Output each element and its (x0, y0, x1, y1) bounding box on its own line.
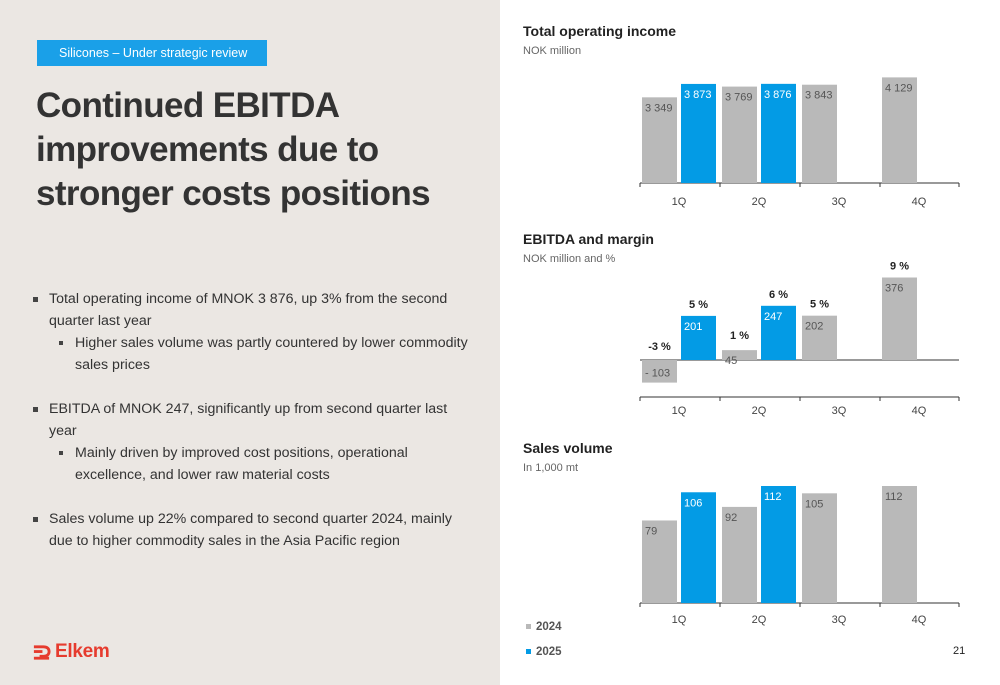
bar-2025 (681, 492, 716, 603)
data-label: 106 (684, 497, 702, 509)
slide-headline: Continued EBITDA improvements due to str… (36, 86, 431, 213)
data-label: 3 769 (725, 92, 753, 104)
data-label: - 103 (645, 368, 670, 380)
left-panel: Silicones – Under strategic review Conti… (0, 0, 500, 685)
data-label: 247 (764, 311, 782, 323)
page-number: 21 (953, 645, 966, 657)
bullet-text: EBITDA of MNOK 247, significantly up fro… (49, 401, 448, 439)
elkem-logo: Elkem (32, 641, 110, 663)
chart-title-ebitda: EBITDA and margin (523, 231, 654, 247)
bar-2024 (802, 493, 837, 603)
chart-title-sales-volume: Sales volume (523, 440, 613, 456)
chart-subtitle-sales-volume: In 1,000 mt (523, 462, 579, 474)
bullet-item: Sales volume up 22% compared to second q… (32, 509, 472, 552)
chart-subtitle-operating-income: NOK million (523, 45, 582, 57)
bullet-text: Sales volume up 22% compared to second q… (49, 511, 452, 549)
legend-item-2025: 2025 (526, 639, 562, 664)
legend-item-2024: 2024 (526, 614, 562, 639)
x-tick-label: 4Q (912, 196, 927, 208)
logo-wordmark: Elkem (55, 641, 110, 662)
chart-legend: 2024 2025 (526, 614, 562, 664)
margin-label: 6 % (769, 289, 788, 301)
data-label: 92 (725, 512, 737, 524)
bar-2024 (642, 360, 677, 383)
data-label: 4 129 (885, 82, 913, 94)
data-label: 202 (805, 321, 823, 333)
bar-2025 (761, 305, 796, 360)
x-tick-label: 4Q (912, 614, 927, 626)
legend-swatch-2024 (526, 624, 531, 629)
x-tick-label: 3Q (832, 405, 847, 417)
data-label: 3 876 (764, 89, 792, 101)
bullet-item: Total operating income of MNOK 3 876, up… (32, 289, 472, 376)
sub-bullet-item: Higher sales volume was partly countered… (49, 333, 472, 376)
x-tick-label: 1Q (672, 614, 687, 626)
bar-2024 (802, 84, 837, 183)
x-tick-label: 3Q (832, 614, 847, 626)
legend-swatch-2025 (526, 649, 531, 654)
bar-2025 (761, 486, 796, 603)
x-tick-label: 2Q (752, 405, 767, 417)
bullet-list: Sales volume up 22% compared to second q… (32, 509, 472, 552)
section-tag: Silicones – Under strategic review (37, 40, 268, 66)
bar-2024 (722, 86, 757, 183)
data-label: 45 (725, 355, 737, 367)
data-label: 105 (805, 498, 823, 510)
x-tick-label: 1Q (672, 196, 687, 208)
chart-subtitle-ebitda: NOK million and % (523, 253, 616, 265)
bar-2024 (722, 506, 757, 603)
data-label: 3 349 (645, 102, 673, 114)
elkem-logo-icon (33, 644, 51, 660)
legend-label-2025: 2025 (536, 645, 562, 658)
bar-2025 (761, 83, 796, 183)
chart-title-operating-income: Total operating income (523, 23, 676, 39)
x-tick-label: 4Q (912, 405, 927, 417)
margin-label: 5 % (810, 299, 829, 311)
x-tick-label: 2Q (752, 614, 767, 626)
x-tick-label: 2Q (752, 196, 767, 208)
data-label: 3 873 (684, 89, 712, 101)
margin-label: 9 % (890, 261, 909, 273)
bar-2024 (642, 97, 677, 183)
margin-label: 1 % (730, 330, 749, 342)
data-label: 112 (885, 491, 903, 503)
data-label: 201 (684, 321, 702, 333)
bar-2024 (802, 315, 837, 360)
bar-2024 (642, 520, 677, 603)
bar-2025 (681, 83, 716, 183)
data-label: 3 843 (805, 90, 833, 102)
bullet-text: Total operating income of MNOK 3 876, up… (49, 291, 448, 329)
x-tick-label: 3Q (832, 196, 847, 208)
bar-2024 (722, 350, 757, 360)
data-label: 79 (645, 525, 657, 537)
data-label: 112 (764, 491, 782, 503)
margin-label: -3 % (648, 341, 671, 353)
sub-bullet-item: Mainly driven by improved cost positions… (49, 443, 472, 486)
bar-2024 (882, 77, 917, 183)
x-tick-label: 1Q (672, 405, 687, 417)
bar-2024 (882, 486, 917, 603)
bar-2025 (681, 315, 716, 360)
bullet-item: EBITDA of MNOK 247, significantly up fro… (32, 399, 472, 486)
legend-label-2024: 2024 (536, 620, 562, 633)
bullet-list: Total operating income of MNOK 3 876, up… (32, 289, 472, 376)
bar-2024 (882, 277, 917, 360)
bullet-list: EBITDA of MNOK 247, significantly up fro… (32, 399, 472, 486)
margin-label: 5 % (689, 299, 708, 311)
data-label: 376 (885, 283, 903, 295)
